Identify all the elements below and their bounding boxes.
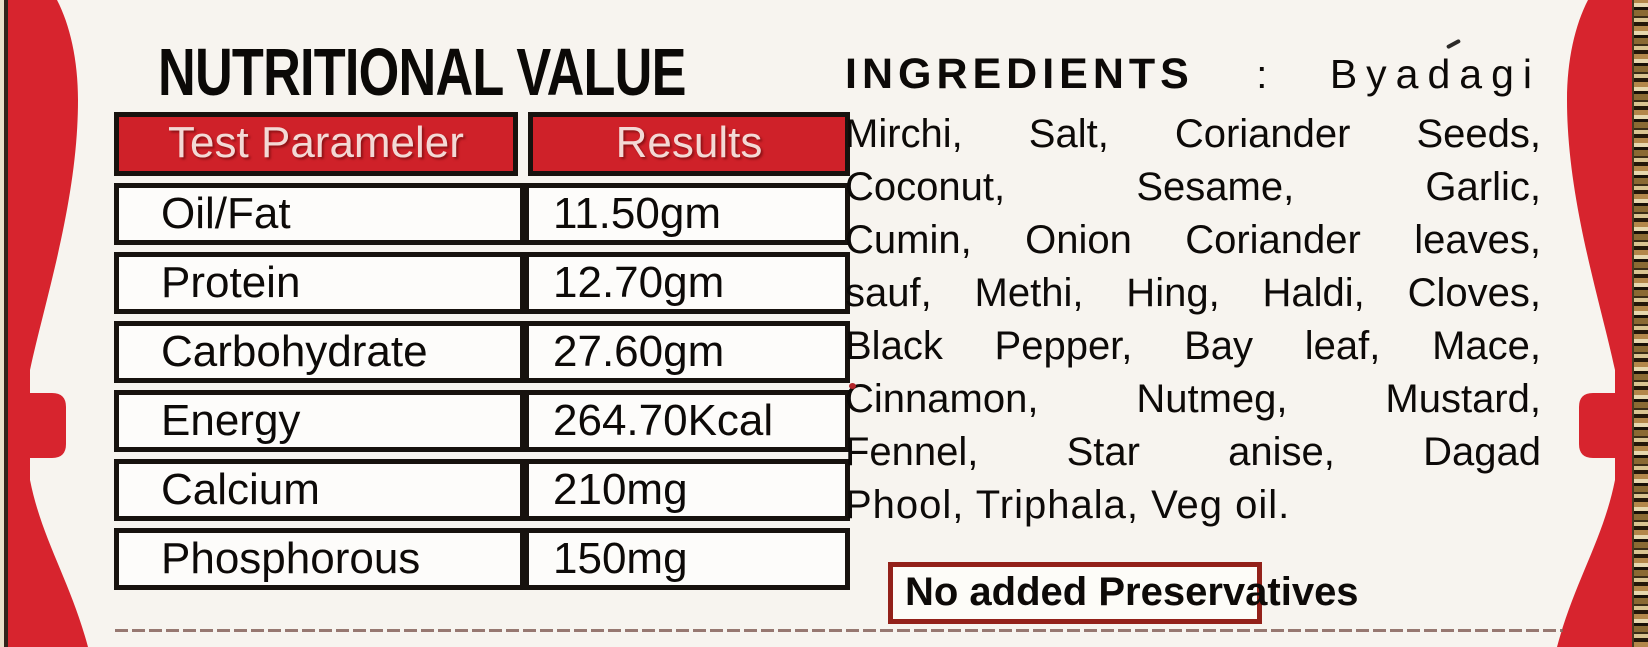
ingredients-line: Coconut, Sesame, Garlic,: [845, 165, 1541, 209]
table-row: Phosphorous 150mg: [114, 528, 850, 590]
header-results: Results: [528, 112, 850, 176]
ingredients-first-item: Byadagi: [1329, 51, 1541, 97]
nutritional-value-title: NUTRITIONAL VALUE: [158, 35, 686, 110]
ingredients-line: sauf, Methi, Hing, Haldi, Cloves,: [845, 271, 1541, 315]
row-param: Energy: [119, 395, 529, 447]
left-edge-decoration: [0, 0, 88, 647]
table-row: Oil/Fat 11.50gm: [114, 183, 850, 245]
nutrition-table: Test Parameler Results Oil/Fat 11.50gm P…: [114, 112, 850, 590]
bottom-divider-line: [115, 629, 1563, 632]
table-row: Energy 264.70Kcal: [114, 390, 850, 452]
header-test-parameter: Test Parameler: [114, 112, 518, 176]
row-param: Phosphorous: [119, 533, 529, 585]
ingredients-heading-line: INGREDIENTS : Byadagi: [845, 50, 1541, 108]
table-row: Carbohydrate 27.60gm: [114, 321, 850, 383]
row-result: 12.70gm: [553, 258, 725, 307]
row-result: 210mg: [553, 465, 688, 514]
row-param: Protein: [119, 257, 529, 309]
scan-edge-texture: [1632, 0, 1648, 647]
ingredients-line: Black Pepper, Bay leaf, Mace,: [845, 324, 1541, 368]
row-result: 150mg: [553, 534, 688, 583]
ingredients-line: Fennel, Star anise, Dagad: [845, 430, 1541, 474]
red-speck-artifact: [849, 383, 856, 389]
ingredients-line: Phool, Triphala, Veg oil.: [845, 483, 1291, 527]
ingredients-heading: INGREDIENTS: [845, 50, 1194, 98]
ingredients-block: INGREDIENTS : Byadagi Mirchi, Salt, Cori…: [845, 50, 1541, 532]
ingredients-line: Cinnamon, Nutmeg, Mustard,: [845, 377, 1541, 421]
table-row: Calcium 210mg: [114, 459, 850, 521]
row-result: 264.70Kcal: [553, 396, 774, 445]
row-result: 27.60gm: [553, 327, 725, 376]
ingredients-line: Mirchi, Salt, Coriander Seeds,: [845, 112, 1541, 156]
table-row: Protein 12.70gm: [114, 252, 850, 314]
no-preservatives-badge: No added Preservatives: [888, 562, 1359, 624]
right-edge-decoration: [1557, 0, 1637, 647]
tick-mark-artifact: [1445, 38, 1462, 50]
row-param: Calcium: [119, 464, 529, 516]
ingredients-line: Cumin, Onion Coriander leaves,: [845, 218, 1541, 262]
row-param: Oil/Fat: [119, 188, 529, 240]
ingredients-colon: :: [1256, 53, 1268, 97]
row-param: Carbohydrate: [119, 326, 529, 378]
nutrition-table-header: Test Parameler Results: [114, 112, 850, 176]
row-result: 11.50gm: [553, 189, 721, 238]
